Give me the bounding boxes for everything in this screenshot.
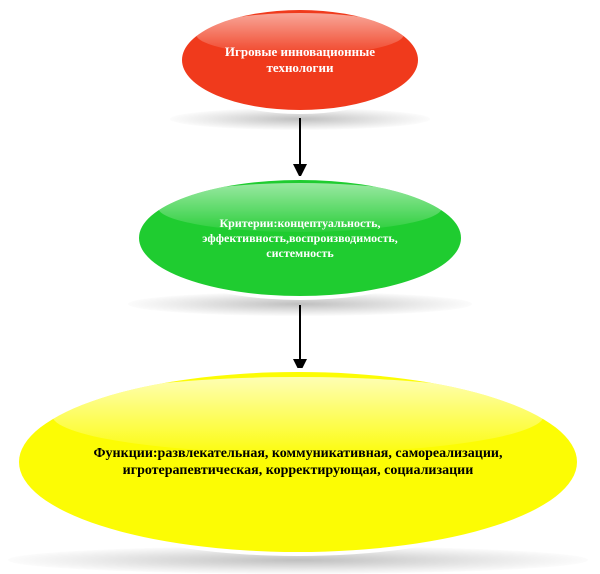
arrow-shaft <box>299 118 301 164</box>
arrow-down-2 <box>293 305 307 373</box>
flowchart-node-middle: Критерии:концептуальность, эффективность… <box>135 176 465 300</box>
node-text: Игровые инновационные технологии <box>204 44 396 77</box>
node-text: Критерии:концептуальность, эффективность… <box>173 216 427 261</box>
flowchart-node-top: Игровые инновационные технологии <box>178 6 422 114</box>
node-gloss <box>52 377 543 453</box>
node-inner: Игровые инновационные технологии <box>178 6 422 114</box>
node-inner: Функции:развлекательная, коммуникативная… <box>15 368 581 556</box>
flowchart-node-bottom: Функции:развлекательная, коммуникативная… <box>15 368 581 556</box>
node-text: Функции:развлекательная, коммуникативная… <box>89 445 507 480</box>
node-inner: Критерии:концептуальность, эффективность… <box>135 176 465 300</box>
arrow-shaft <box>299 305 301 359</box>
arrow-down-1 <box>293 118 307 178</box>
